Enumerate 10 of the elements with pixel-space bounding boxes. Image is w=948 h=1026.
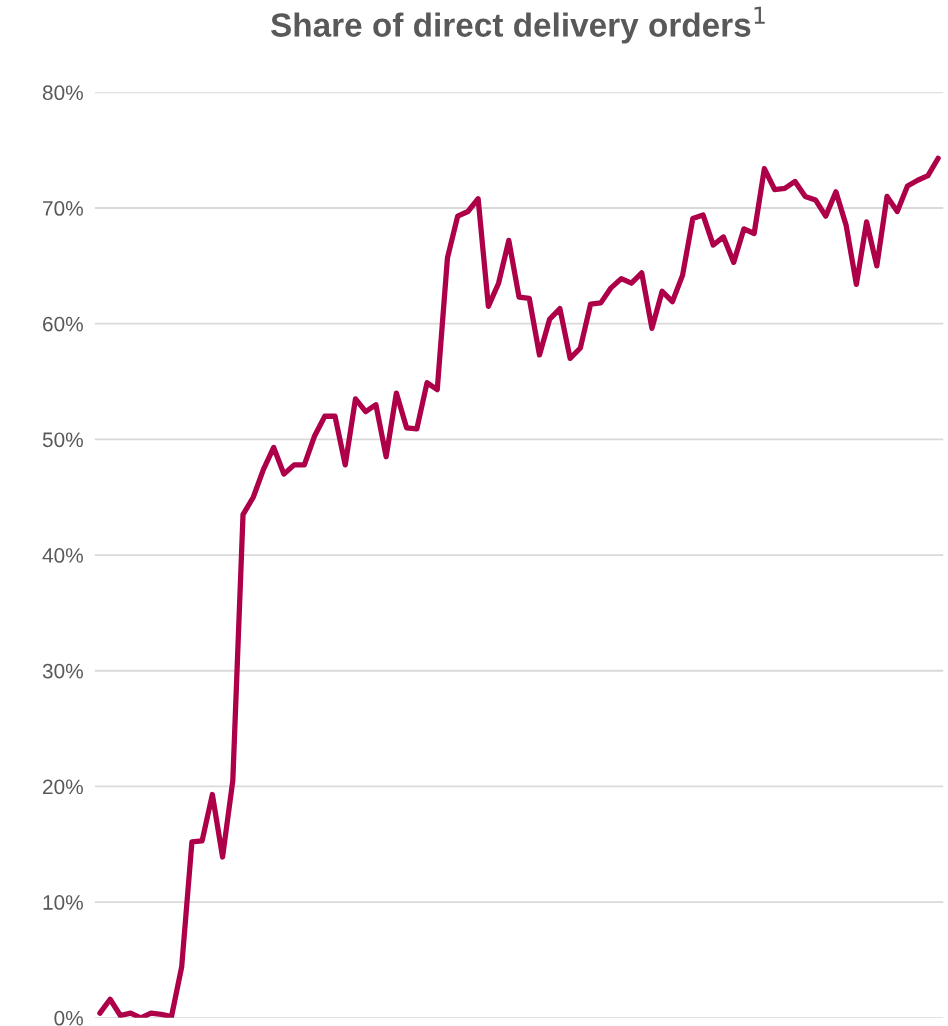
y-tick-label: 30% bbox=[42, 663, 83, 679]
chart-title: Share of direct delivery orders$^{1}$ bbox=[270, 6, 765, 44]
y-tick-label: 0% bbox=[54, 1010, 83, 1026]
y-tick-label: 60% bbox=[43, 316, 83, 332]
y-tick-label: 40% bbox=[42, 548, 83, 563]
y-tick-label: 10% bbox=[43, 895, 83, 910]
y-tick-label: 20% bbox=[43, 779, 83, 795]
y-tick-label: 80% bbox=[42, 85, 83, 101]
y-tick-label: 50% bbox=[42, 432, 83, 448]
y-tick-label: 70% bbox=[43, 201, 83, 216]
